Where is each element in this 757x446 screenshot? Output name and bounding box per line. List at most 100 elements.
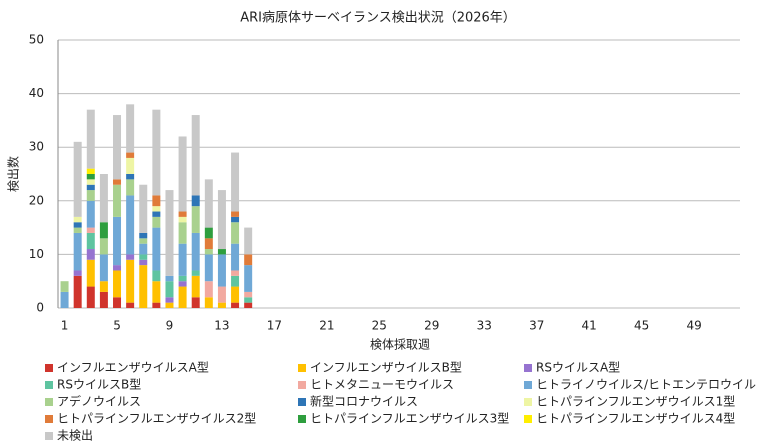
bar-segment: [126, 174, 135, 180]
bar-segment: [178, 136, 187, 212]
bar-segment: [113, 184, 122, 217]
legend-swatch: [45, 364, 53, 372]
legend-swatch: [298, 364, 306, 372]
bar-segment: [244, 291, 253, 298]
bar-segment: [73, 222, 82, 228]
bar-segment: [152, 227, 161, 271]
legend-label: 未検出: [57, 429, 93, 443]
bar-segment: [191, 206, 200, 233]
bar-segment: [113, 115, 122, 180]
legend-swatch: [45, 415, 53, 423]
legend-swatch: [45, 398, 53, 406]
x-tick-label: 45: [634, 319, 649, 333]
bar-segment: [191, 195, 200, 207]
bar-segment: [231, 222, 240, 244]
bar-segment: [152, 216, 161, 228]
bar-segment: [126, 302, 135, 308]
bar-segment: [99, 254, 108, 282]
bar-segment: [231, 275, 240, 287]
bar-segment: [191, 275, 200, 298]
legend-label: インフルエンザウイルスA型: [57, 361, 209, 375]
y-tick-label: 0: [36, 301, 44, 315]
bar-segment: [139, 259, 148, 266]
bar-segment: [152, 109, 161, 196]
bar-segment: [99, 291, 108, 308]
legend-label: ヒトパラインフルエンザウイルス4型: [536, 412, 735, 426]
x-tick-label: 49: [686, 319, 701, 333]
bar-segment: [204, 179, 213, 228]
bar-segment: [86, 200, 95, 228]
bar-segment: [86, 259, 95, 287]
x-tick-label: 41: [582, 319, 597, 333]
x-tick-label: 29: [424, 319, 439, 333]
bar-segment: [231, 286, 240, 303]
bar-segment: [231, 152, 240, 212]
legend-swatch: [524, 381, 532, 389]
bar-segment: [204, 249, 213, 255]
bar-segment: [139, 238, 148, 244]
y-tick-label: 50: [29, 33, 44, 47]
bar-segment: [126, 195, 135, 255]
bar-segment: [99, 238, 108, 255]
x-tick-label: 25: [372, 319, 387, 333]
bar-segment: [60, 291, 69, 308]
x-tick-label: 5: [113, 319, 121, 333]
bar-segment: [244, 227, 253, 255]
bar-segment: [86, 286, 95, 308]
legend-label: RSウイルスA型: [536, 361, 620, 375]
bar-segment: [178, 286, 187, 308]
bar-segment: [217, 249, 226, 255]
bar-segment: [231, 243, 240, 271]
bar-segment: [152, 195, 161, 207]
legend-swatch: [524, 398, 532, 406]
bar-segment: [204, 227, 213, 239]
bar-segment: [244, 297, 253, 303]
bar-segment: [86, 227, 95, 233]
bar-segment: [86, 190, 95, 201]
bar-segment: [126, 104, 135, 153]
bar-segment: [126, 254, 135, 260]
bar-segment: [86, 232, 95, 250]
bar-segment: [73, 270, 82, 276]
legend-label: ヒトメタニューモウイルス: [310, 378, 454, 392]
x-tick-label: 33: [477, 319, 492, 333]
bar-segment: [178, 216, 187, 223]
bar-segment: [244, 254, 253, 266]
bar-segment: [139, 265, 148, 308]
legend-label: ヒトライノウイルス/ヒトエンテロウイルス: [536, 378, 757, 392]
bar-segment: [113, 297, 122, 308]
bar-segment: [191, 297, 200, 308]
legend-label: ヒトパラインフルエンザウイルス1型: [536, 395, 735, 409]
bar-segment: [73, 275, 82, 308]
legend-swatch: [45, 381, 53, 389]
legend-label: ヒトパラインフルエンザウイルス3型: [310, 412, 509, 426]
bar-segment: [86, 179, 95, 185]
bar-segment: [178, 211, 187, 217]
bar-segment: [165, 302, 174, 308]
bar-segment: [139, 243, 148, 255]
x-tick-label: 21: [319, 319, 334, 333]
x-tick-label: 9: [166, 319, 174, 333]
legend-label: ヒトパラインフルエンザウイルス2型: [57, 412, 256, 426]
bar-segment: [204, 297, 213, 308]
bar-segment: [152, 211, 161, 217]
bar-segment: [73, 232, 82, 271]
bar-segment: [178, 222, 187, 244]
bar-segment: [204, 238, 213, 250]
bar-segment: [217, 254, 226, 287]
y-tick-label: 10: [29, 247, 44, 261]
legend-label: RSウイルスB型: [57, 378, 141, 392]
bar-segment: [178, 275, 187, 282]
x-tick-label: 37: [529, 319, 544, 333]
bar-segment: [113, 270, 122, 298]
bar-segment: [231, 216, 240, 223]
bar-segment: [231, 302, 240, 308]
bar-segment: [231, 211, 240, 217]
bar-segment: [165, 190, 174, 276]
bar-segment: [191, 232, 200, 271]
bar-segment: [191, 270, 200, 276]
bar-segment: [139, 232, 148, 239]
bar-segment: [204, 281, 213, 298]
legend-swatch: [298, 415, 306, 423]
bar-segment: [204, 254, 213, 282]
